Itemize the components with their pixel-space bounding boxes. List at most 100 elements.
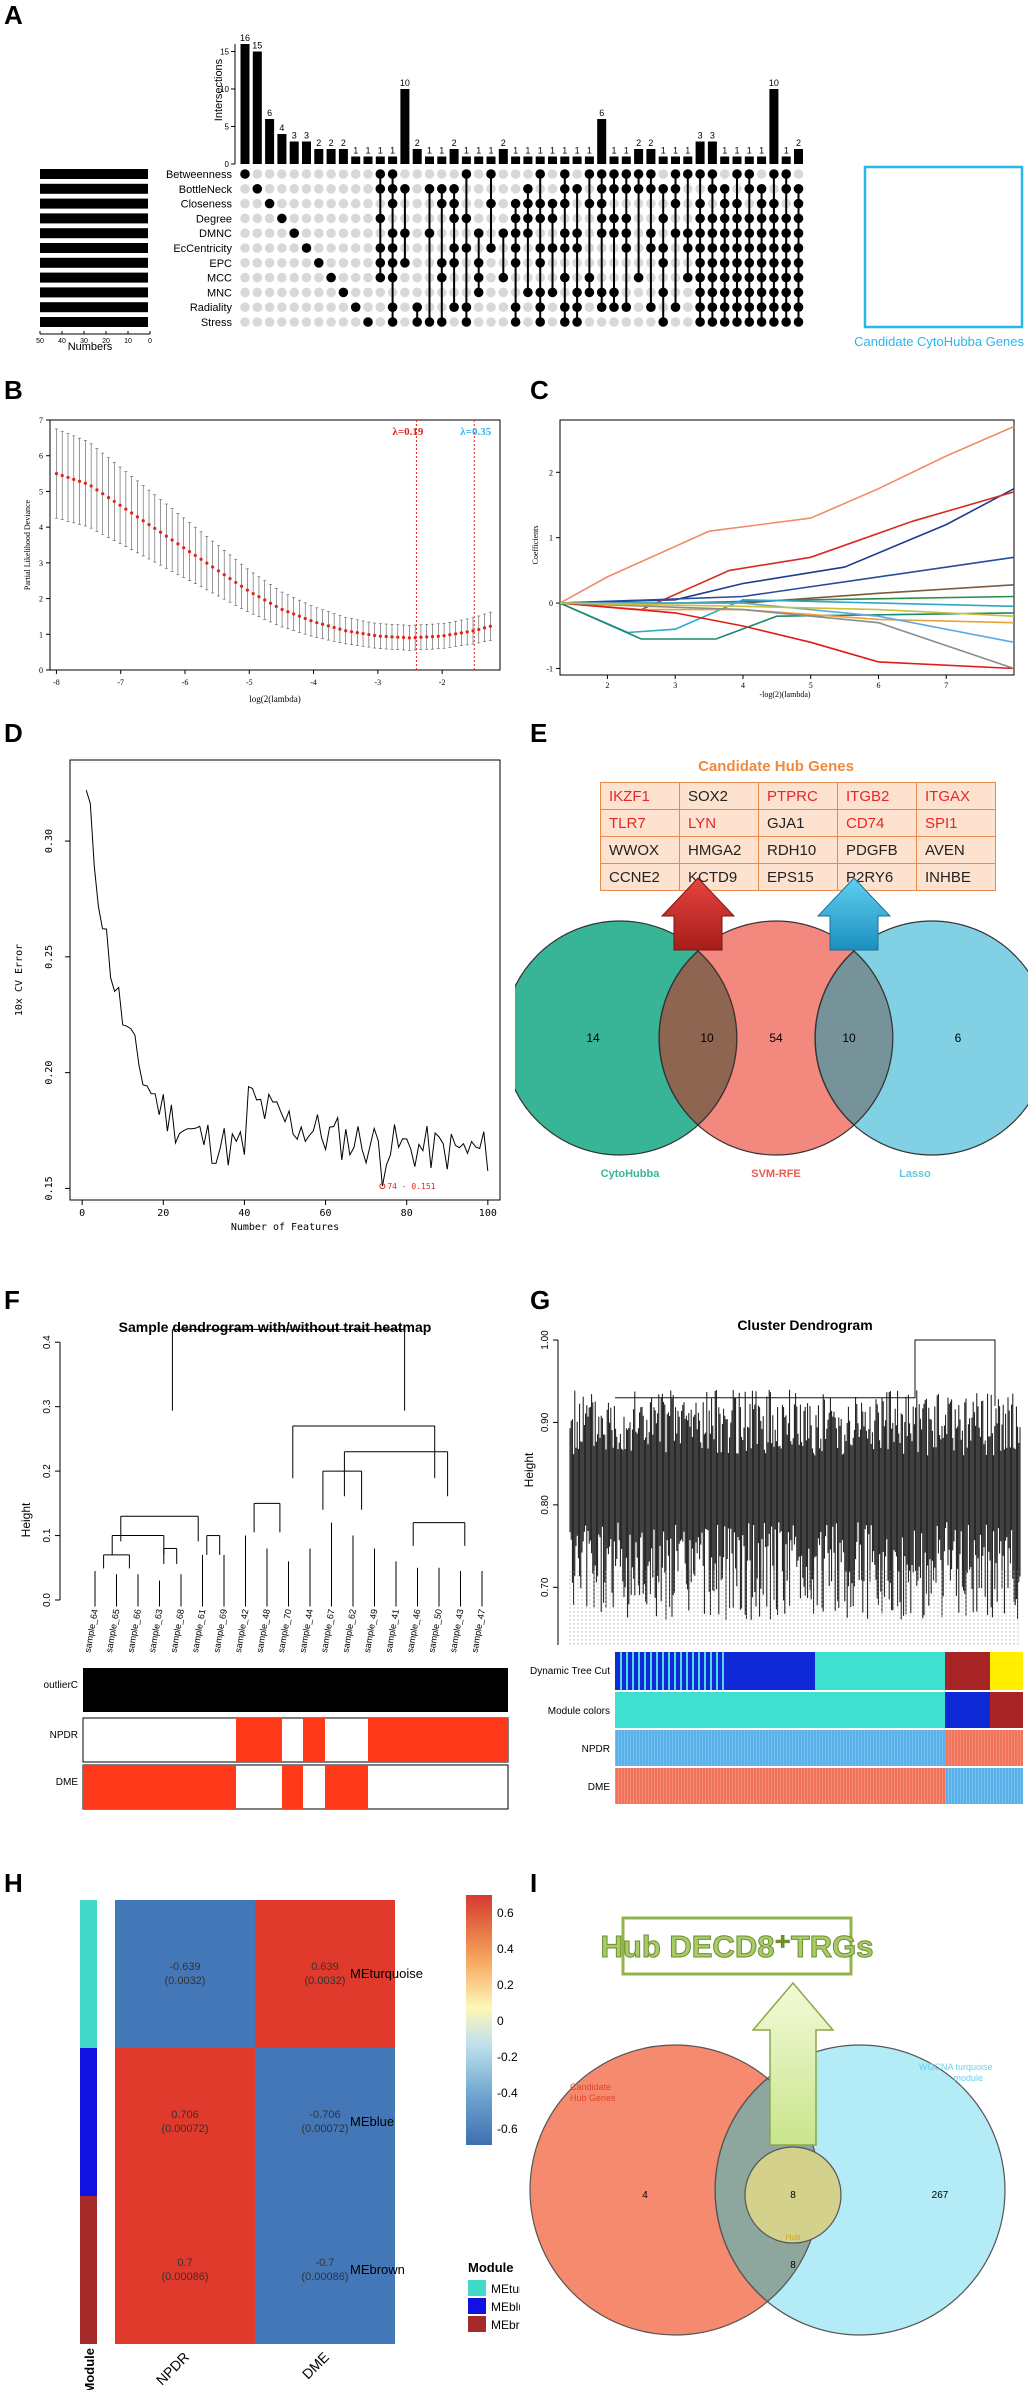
intersection-bar [474, 156, 484, 164]
tree-cut-stripe [722, 1652, 724, 1690]
matrix-dot-empty [572, 169, 582, 179]
y-tick-label: 5 [39, 487, 43, 496]
cv-point [488, 624, 492, 628]
matrix-dot-empty [314, 228, 324, 238]
matrix-dot-empty [547, 302, 558, 313]
sample-label: sample_46 [405, 1608, 422, 1653]
heat-stripe [759, 1768, 760, 1804]
cv-point [292, 612, 296, 616]
matrix-dot-empty [289, 258, 300, 268]
tree-cut-stripe [656, 1652, 658, 1690]
y-tick-label: 0.90 [540, 1412, 551, 1432]
matrix-dot-empty [326, 213, 336, 224]
set-size-bar [40, 213, 148, 224]
heat-stripe [729, 1730, 730, 1766]
heat-stripe [660, 1768, 661, 1804]
matrix-dot-empty [350, 228, 361, 238]
heat-stripe [636, 1768, 637, 1804]
intersection-count: 2 [316, 138, 321, 148]
heat-stripe [879, 1730, 880, 1766]
x-axis-label: -log(2)(lambda) [759, 690, 810, 699]
heat-stripe [783, 1730, 784, 1766]
x-tick-label: -4 [310, 678, 317, 687]
heat-stripe [723, 1768, 724, 1804]
matrix-dot-empty [363, 243, 373, 253]
heat-stripe [990, 1730, 991, 1766]
cv-point [419, 635, 423, 639]
cv-point [170, 538, 174, 542]
intersection-bar [683, 156, 693, 164]
heat-stripe [690, 1730, 691, 1766]
matrix-dot-empty [264, 228, 275, 238]
matrix-dot-empty [314, 198, 324, 209]
heat-stripe [906, 1730, 907, 1766]
heat-stripe [675, 1768, 676, 1804]
set-name: Radiality [190, 302, 233, 314]
hub-gene-cell: CD74 [837, 809, 917, 837]
matrix-dot-empty [301, 228, 312, 238]
y-tick-label: 0.15 [44, 1176, 55, 1200]
matrix-dot-empty [264, 272, 275, 283]
matrix-dot-empty [424, 169, 435, 179]
trait-column-label: NPDR [153, 2349, 192, 2388]
heat-stripe [978, 1730, 979, 1766]
heat-stripe [984, 1730, 985, 1766]
matrix-dot-empty [301, 169, 312, 179]
dme-blue [945, 1768, 1023, 1804]
sample-label: sample_42 [233, 1608, 250, 1653]
matrix-dot-empty [252, 169, 263, 179]
matrix-dot-empty [326, 317, 336, 327]
size-axis-tick-label: 20 [102, 338, 110, 345]
intersection-count: 1 [673, 146, 678, 156]
coefficient-path [559, 556, 1015, 604]
matrix-dot-empty [301, 258, 312, 268]
set-size-bar [40, 257, 148, 268]
heat-stripe [732, 1730, 733, 1766]
matrix-dot-empty [264, 302, 275, 313]
arrow-up-green [751, 1981, 835, 2146]
heat-stripe [912, 1730, 913, 1766]
intersection-count: 6 [267, 108, 272, 118]
matrix-dot-empty [510, 184, 521, 194]
heat-stripe [888, 1730, 889, 1766]
count-cytohubba-svm: 10 [700, 1031, 714, 1045]
y-tick-label: 2 [549, 468, 553, 477]
hub-gene-cell: SOX2 [679, 782, 759, 810]
set-name: Closeness [181, 199, 233, 211]
tree-cut-stripe [650, 1652, 652, 1690]
cv-point [344, 629, 348, 633]
heat-stripe [831, 1730, 832, 1766]
hub-gene-cell: AVEN [916, 836, 996, 864]
right-set-label: WGCNA turquoise module [919, 2062, 995, 2083]
heat-stripe [882, 1768, 883, 1804]
plot-frame [69, 759, 501, 1201]
matrix-dot-empty [240, 213, 250, 224]
matrix-dot-empty [486, 287, 496, 298]
panel-letter-i: I [530, 1868, 538, 1898]
intersection-bar [535, 156, 545, 164]
heat-stripe [843, 1730, 844, 1766]
cv-point [459, 631, 464, 635]
heat-stripe [672, 1730, 673, 1766]
matrix-dot-empty [683, 302, 693, 313]
heat-stripe [729, 1768, 730, 1804]
y-tick-label: 1 [549, 534, 553, 543]
intersection-bar [732, 156, 742, 164]
right-label-line2: module [953, 2073, 983, 2083]
intersection-bar [437, 156, 447, 164]
heat-stripe [747, 1730, 748, 1766]
legend-swatch [468, 2298, 486, 2314]
intersection-count: 3 [304, 131, 309, 141]
heat-stripe [867, 1730, 868, 1766]
matrix-dot-empty [252, 243, 263, 253]
intersection-bar [794, 149, 803, 164]
heat-stripe [615, 1768, 616, 1804]
set-size-bar [40, 198, 148, 209]
matrix-dot-empty [314, 169, 324, 179]
heat-stripe [774, 1730, 775, 1766]
hub-gene-cell: RDH10 [758, 836, 838, 864]
matrix-dot-filled [350, 302, 361, 313]
cv-point [66, 475, 70, 480]
heat-stripe [771, 1768, 772, 1804]
heat-stripe [621, 1730, 622, 1766]
